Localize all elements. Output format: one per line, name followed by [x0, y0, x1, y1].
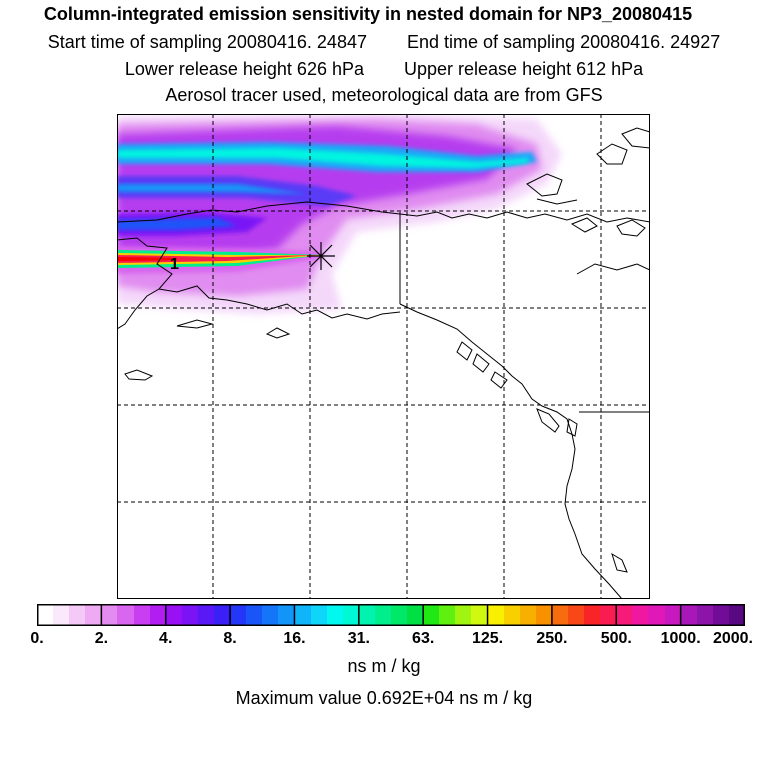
map-panel: 1	[117, 114, 650, 599]
colorbar-units: ns m / kg	[347, 656, 421, 676]
colorbar-swatch	[681, 604, 697, 626]
colorbar-swatch	[407, 604, 423, 626]
colorbar-swatch	[648, 604, 665, 626]
colorbar-frame	[37, 604, 745, 626]
colorbar-swatch	[391, 604, 407, 626]
colorbar-swatch	[375, 604, 391, 626]
colorbar-swatch	[198, 604, 214, 626]
map-frame	[117, 114, 650, 599]
tracer-info: Aerosol tracer used, meteorological data…	[165, 85, 603, 105]
colorbar-tick-label: 125.	[471, 630, 504, 647]
colorbar-swatch	[150, 604, 166, 626]
release-marker-label: 1	[170, 256, 179, 273]
colorbar-swatch	[101, 604, 117, 626]
lower-release-label: Lower release height 626 hPa	[124, 59, 364, 79]
colorbar-swatch	[214, 604, 230, 626]
colorbar-swatch	[182, 604, 198, 626]
colorbar-swatch	[455, 604, 471, 626]
graticule	[117, 114, 650, 599]
colorbar-swatch	[134, 604, 150, 626]
start-time-label: Start time of sampling 20080416. 24847	[47, 32, 367, 52]
colorbar-swatch	[53, 604, 69, 626]
colorbar-swatch	[85, 604, 101, 626]
colorbar-swatch	[632, 604, 648, 626]
colorbar-swatch	[166, 604, 182, 626]
colorbar-swatch	[278, 604, 294, 626]
colorbar-tick-label: 500.	[600, 630, 632, 647]
colorbar-swatch	[294, 604, 311, 626]
colorbar-swatch	[713, 604, 729, 626]
colorbar-tick-label: 250.	[536, 630, 568, 647]
release-point-marker	[307, 242, 335, 270]
colorbar-swatch	[568, 604, 584, 626]
colorbar-swatch	[359, 604, 375, 626]
upper-release-label: Upper release height 612 hPa	[404, 59, 644, 79]
colorbar-tick-label: 63.	[412, 630, 435, 647]
colorbar-swatch	[552, 604, 568, 626]
colorbar-swatch	[488, 604, 504, 626]
colorbar-swatch	[504, 604, 520, 626]
colorbar-swatch	[536, 604, 552, 626]
plot-title: Column-integrated emission sensitivity i…	[43, 4, 693, 24]
sampling-times: Start time of sampling 20080416. 24847 En…	[0, 32, 768, 53]
coastlines	[117, 127, 650, 599]
colorbar-tick-label: 31.	[347, 630, 370, 647]
colorbar-swatch	[117, 604, 134, 626]
colorbar-ticks: 0. 2. 4. 8. 16. 31. 63. 125. 250. 500. 1000. 2000.	[0, 630, 768, 652]
colorbar-swatch	[729, 604, 745, 626]
colorbar-tick-label: 0.	[30, 630, 44, 647]
colorbar	[37, 604, 745, 626]
colorbar-tick-label: 2.	[94, 630, 109, 647]
colorbar-swatch	[520, 604, 536, 626]
colorbar-swatch	[343, 604, 359, 626]
colorbar-tick-label: 16.	[283, 630, 306, 647]
colorbar-swatch	[697, 604, 713, 626]
end-time-label: End time of sampling 20080416. 24927	[406, 32, 721, 52]
colorbar-swatch	[311, 604, 327, 626]
colorbar-swatch	[423, 604, 439, 626]
emission-plume	[117, 114, 562, 314]
colorbar-swatch	[665, 604, 681, 626]
colorbar-swatch	[262, 604, 278, 626]
release-heights: Lower release height 626 hPa Upper releas…	[0, 59, 768, 80]
maximum-value-label: Maximum value 0.692E+04 ns m / kg	[235, 688, 533, 708]
colorbar-swatch	[69, 604, 85, 626]
colorbar-swatch	[600, 604, 616, 626]
colorbar-swatch	[230, 604, 246, 626]
colorbar-tick-label: 4.	[159, 630, 173, 647]
colorbar-swatch	[37, 604, 53, 626]
colorbar-swatch	[246, 604, 262, 626]
colorbar-tick-label: 1000.	[660, 630, 701, 647]
colorbar-swatch	[584, 604, 600, 626]
colorbar-swatch	[616, 604, 632, 626]
colorbar-swatch	[327, 604, 343, 626]
colorbar-tick-label: 2000.	[712, 630, 754, 647]
colorbar-swatch	[439, 604, 455, 626]
colorbar-swatch	[471, 604, 488, 626]
colorbar-tick-label: 8.	[223, 630, 237, 647]
